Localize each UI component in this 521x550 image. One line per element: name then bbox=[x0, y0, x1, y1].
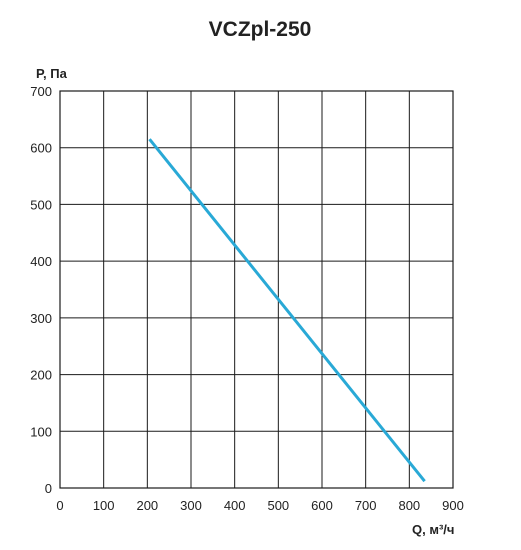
x-tick-label: 900 bbox=[442, 498, 464, 513]
chart-title: VCZpl-250 bbox=[209, 18, 312, 41]
x-tick-label: 600 bbox=[311, 498, 333, 513]
y-tick-label: 700 bbox=[30, 84, 52, 99]
x-tick-label: 0 bbox=[56, 498, 63, 513]
y-tick-label: 0 bbox=[45, 481, 52, 496]
x-tick-label: 700 bbox=[355, 498, 377, 513]
y-tick-label: 400 bbox=[30, 254, 52, 269]
x-tick-label: 100 bbox=[93, 498, 115, 513]
series-line-0 bbox=[148, 138, 426, 483]
x-tick-label: 400 bbox=[224, 498, 246, 513]
y-tick-label: 600 bbox=[30, 141, 52, 156]
y-tick-label: 200 bbox=[30, 368, 52, 383]
y-tick-label: 500 bbox=[30, 197, 52, 212]
grid bbox=[59, 90, 454, 489]
x-axis-label: Q, м³/ч bbox=[412, 522, 454, 537]
x-tick-label: 800 bbox=[398, 498, 420, 513]
series-group bbox=[148, 138, 426, 483]
y-tick-label: 100 bbox=[30, 424, 52, 439]
y-axis-label: P, Па bbox=[36, 66, 68, 81]
plot-frame bbox=[59, 90, 454, 489]
x-tick-label: 500 bbox=[267, 498, 289, 513]
x-tick-label: 300 bbox=[180, 498, 202, 513]
y-tick-labels: 0 100 200 300 400 500 600 700 bbox=[30, 84, 52, 496]
x-tick-labels: 0 100 200 300 400 500 600 700 800 900 bbox=[56, 498, 463, 513]
y-tick-label: 300 bbox=[30, 311, 52, 326]
x-tick-label: 200 bbox=[136, 498, 158, 513]
